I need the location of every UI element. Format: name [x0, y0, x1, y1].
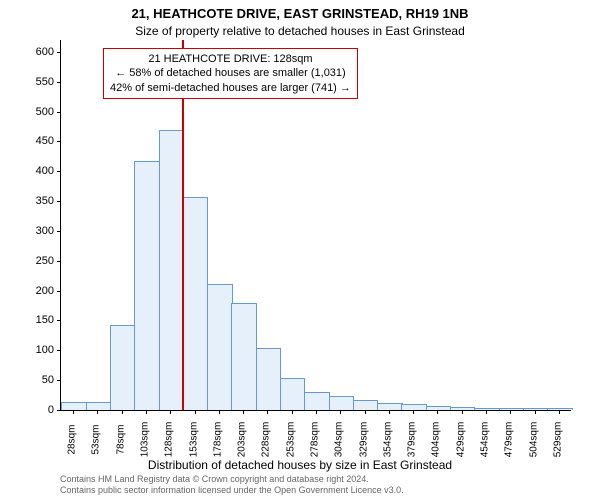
xtick-label: 253sqm — [285, 422, 296, 458]
xtick — [292, 410, 293, 414]
ytick — [57, 291, 61, 292]
xtick-label: 278sqm — [310, 422, 321, 458]
ytick-label: 300 — [36, 225, 54, 237]
ytick — [57, 82, 61, 83]
ytick — [57, 380, 61, 381]
bar — [353, 400, 378, 410]
ytick-label: 100 — [36, 344, 54, 356]
ytick-label: 250 — [36, 255, 54, 267]
xtick — [73, 410, 74, 414]
bar — [134, 161, 159, 410]
xtick — [97, 410, 98, 414]
xtick-label: 429sqm — [455, 422, 466, 458]
xtick-label: 53sqm — [91, 424, 102, 454]
xtick-label: 404sqm — [431, 422, 442, 458]
bar — [401, 404, 426, 410]
ytick — [57, 112, 61, 113]
xtick — [195, 410, 196, 414]
ytick-label: 450 — [36, 135, 54, 147]
xtick-label: 529sqm — [552, 422, 563, 458]
xtick-label: 153sqm — [188, 422, 199, 458]
footer-attribution: Contains HM Land Registry data © Crown c… — [60, 474, 404, 496]
ytick-label: 50 — [42, 374, 54, 386]
ytick-label: 200 — [36, 285, 54, 297]
xtick-label: 178sqm — [212, 422, 223, 458]
xtick-label: 504sqm — [528, 422, 539, 458]
ytick-label: 0 — [48, 404, 54, 416]
xtick-label: 103sqm — [140, 422, 151, 458]
ytick — [57, 261, 61, 262]
ytick — [57, 201, 61, 202]
xtick — [122, 410, 123, 414]
xtick-label: 379sqm — [407, 422, 418, 458]
footer-line-1: Contains HM Land Registry data © Crown c… — [60, 474, 404, 485]
xtick — [510, 410, 511, 414]
bar — [450, 407, 475, 410]
ytick — [57, 141, 61, 142]
bar — [256, 348, 281, 410]
xtick — [535, 410, 536, 414]
xtick-label: 329sqm — [358, 422, 369, 458]
xtick-label: 454sqm — [480, 422, 491, 458]
ytick — [57, 320, 61, 321]
ytick-label: 350 — [36, 195, 54, 207]
bar — [86, 402, 111, 410]
xtick — [316, 410, 317, 414]
footer-line-2: Contains public sector information licen… — [60, 485, 404, 496]
xtick — [462, 410, 463, 414]
plot-area: 21 HEATHCOTE DRIVE: 128sqm← 58% of detac… — [60, 40, 571, 411]
bar — [377, 403, 402, 410]
xtick — [340, 410, 341, 414]
xtick — [437, 410, 438, 414]
xtick — [219, 410, 220, 414]
ytick — [57, 231, 61, 232]
bar — [329, 396, 354, 410]
annotation-line-2: ← 58% of detached houses are smaller (1,… — [110, 66, 351, 80]
bar — [426, 406, 451, 410]
xtick-label: 228sqm — [261, 422, 272, 458]
bar — [304, 392, 329, 410]
bar — [280, 378, 305, 410]
xtick — [170, 410, 171, 414]
xtick-label: 354sqm — [382, 422, 393, 458]
ytick — [57, 410, 61, 411]
annotation-box: 21 HEATHCOTE DRIVE: 128sqm← 58% of detac… — [103, 48, 358, 99]
ytick-label: 550 — [36, 76, 54, 88]
bar — [499, 408, 524, 410]
xtick-label: 203sqm — [237, 422, 248, 458]
chart-subtitle: Size of property relative to detached ho… — [0, 24, 600, 38]
xtick — [267, 410, 268, 414]
xtick-label: 128sqm — [164, 422, 175, 458]
ytick-label: 500 — [36, 106, 54, 118]
bar — [547, 408, 572, 410]
annotation-line-1: 21 HEATHCOTE DRIVE: 128sqm — [110, 52, 351, 66]
ytick-label: 600 — [36, 46, 54, 58]
xtick — [486, 410, 487, 414]
xtick — [243, 410, 244, 414]
xtick — [413, 410, 414, 414]
ytick — [57, 171, 61, 172]
bar — [523, 408, 548, 410]
annotation-line-3: 42% of semi-detached houses are larger (… — [110, 81, 351, 95]
ytick-label: 150 — [36, 314, 54, 326]
chart-title: 21, HEATHCOTE DRIVE, EAST GRINSTEAD, RH1… — [0, 6, 600, 21]
xtick-label: 28sqm — [67, 424, 78, 454]
bar — [231, 303, 256, 410]
ytick — [57, 52, 61, 53]
bar — [61, 402, 86, 410]
xtick-label: 479sqm — [504, 422, 515, 458]
xtick — [559, 410, 560, 414]
xtick — [365, 410, 366, 414]
xtick — [389, 410, 390, 414]
bar — [159, 130, 184, 410]
x-axis-label: Distribution of detached houses by size … — [0, 458, 600, 472]
xtick-label: 304sqm — [334, 422, 345, 458]
xtick-label: 78sqm — [115, 424, 126, 454]
ytick-label: 400 — [36, 165, 54, 177]
bar — [110, 325, 135, 410]
xtick — [146, 410, 147, 414]
bar — [183, 197, 208, 410]
ytick — [57, 350, 61, 351]
bar — [207, 284, 232, 410]
